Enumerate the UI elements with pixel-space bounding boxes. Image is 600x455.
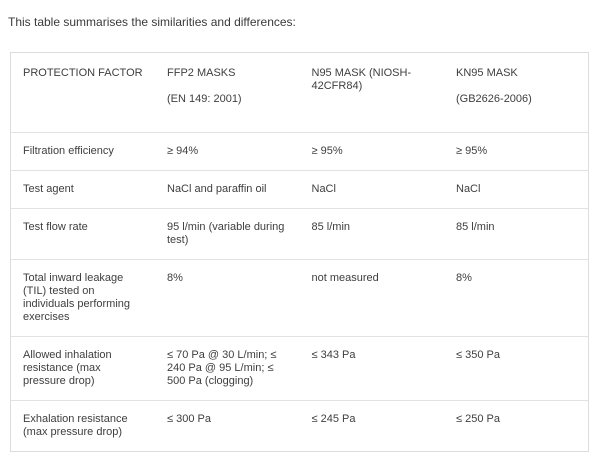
row-label: Allowed inhalation resistance (max press… (10, 336, 155, 401)
table-row-exhalation-resistance: Exhalation resistance (max pressure drop… (10, 400, 589, 452)
header-cell-n95: N95 MASK (NIOSH-42CFR84) (300, 53, 445, 133)
intro-text: This table summarises the similarities a… (8, 15, 296, 29)
cell-kn95: 85 l/min (444, 208, 589, 260)
cell-n95: not measured (299, 259, 444, 337)
mask-comparison-table: PROTECTION FACTOR FFP2 MASKS (EN 149: 20… (10, 52, 589, 452)
cell-kn95: ≥ 95% (444, 132, 589, 171)
column-subtitle: (GB2626-2006) (456, 93, 532, 105)
column-title: KN95 MASK (456, 67, 518, 79)
cell-n95: ≤ 245 Pa (299, 400, 444, 452)
column-title: FFP2 MASKS (167, 67, 236, 79)
row-label: Exhalation resistance (max pressure drop… (10, 400, 155, 452)
cell-kn95: ≤ 350 Pa (444, 336, 589, 401)
row-label: Test flow rate (10, 208, 155, 260)
column-subtitle: (EN 149: 2001) (167, 93, 242, 105)
cell-n95: NaCl (299, 170, 444, 209)
column-title: PROTECTION FACTOR (23, 67, 143, 79)
cell-n95: 85 l/min (299, 208, 444, 260)
row-label: Total inward leakage (TIL) tested on ind… (10, 259, 155, 337)
table-header: PROTECTION FACTOR FFP2 MASKS (EN 149: 20… (11, 53, 589, 133)
header-row: PROTECTION FACTOR FFP2 MASKS (EN 149: 20… (11, 53, 589, 133)
cell-n95: ≤ 343 Pa (299, 336, 444, 401)
column-title: N95 MASK (NIOSH-42CFR84) (311, 67, 412, 92)
header-cell-ffp2: FFP2 MASKS (EN 149: 2001) (155, 53, 300, 133)
row-label: Test agent (10, 170, 155, 209)
table-row-filtration-efficiency: Filtration efficiency ≥ 94% ≥ 95% ≥ 95% (10, 132, 589, 171)
table-row-inhalation-resistance: Allowed inhalation resistance (max press… (10, 336, 589, 401)
cell-ffp2: 95 l/min (variable during test) (155, 208, 300, 260)
cell-n95: ≥ 95% (299, 132, 444, 171)
header-cell-kn95: KN95 MASK (GB2626-2006) (444, 53, 589, 133)
cell-ffp2: ≤ 70 Pa @ 30 L/min; ≤ 240 Pa @ 95 L/min;… (155, 336, 300, 401)
cell-kn95: 8% (444, 259, 589, 337)
table-body: Filtration efficiency ≥ 94% ≥ 95% ≥ 95% … (10, 132, 589, 452)
cell-ffp2: NaCl and paraffin oil (155, 170, 300, 209)
cell-kn95: ≤ 250 Pa (444, 400, 589, 452)
header-cell-protection-factor: PROTECTION FACTOR (11, 53, 156, 133)
cell-ffp2: ≤ 300 Pa (155, 400, 300, 452)
table-row-total-inward-leakage: Total inward leakage (TIL) tested on ind… (10, 259, 589, 337)
table-row-test-agent: Test agent NaCl and paraffin oil NaCl Na… (10, 170, 589, 209)
table-row-test-flow-rate: Test flow rate 95 l/min (variable during… (10, 208, 589, 260)
cell-ffp2: ≥ 94% (155, 132, 300, 171)
row-label: Filtration efficiency (10, 132, 155, 171)
cell-kn95: NaCl (444, 170, 589, 209)
cell-ffp2: 8% (155, 259, 300, 337)
